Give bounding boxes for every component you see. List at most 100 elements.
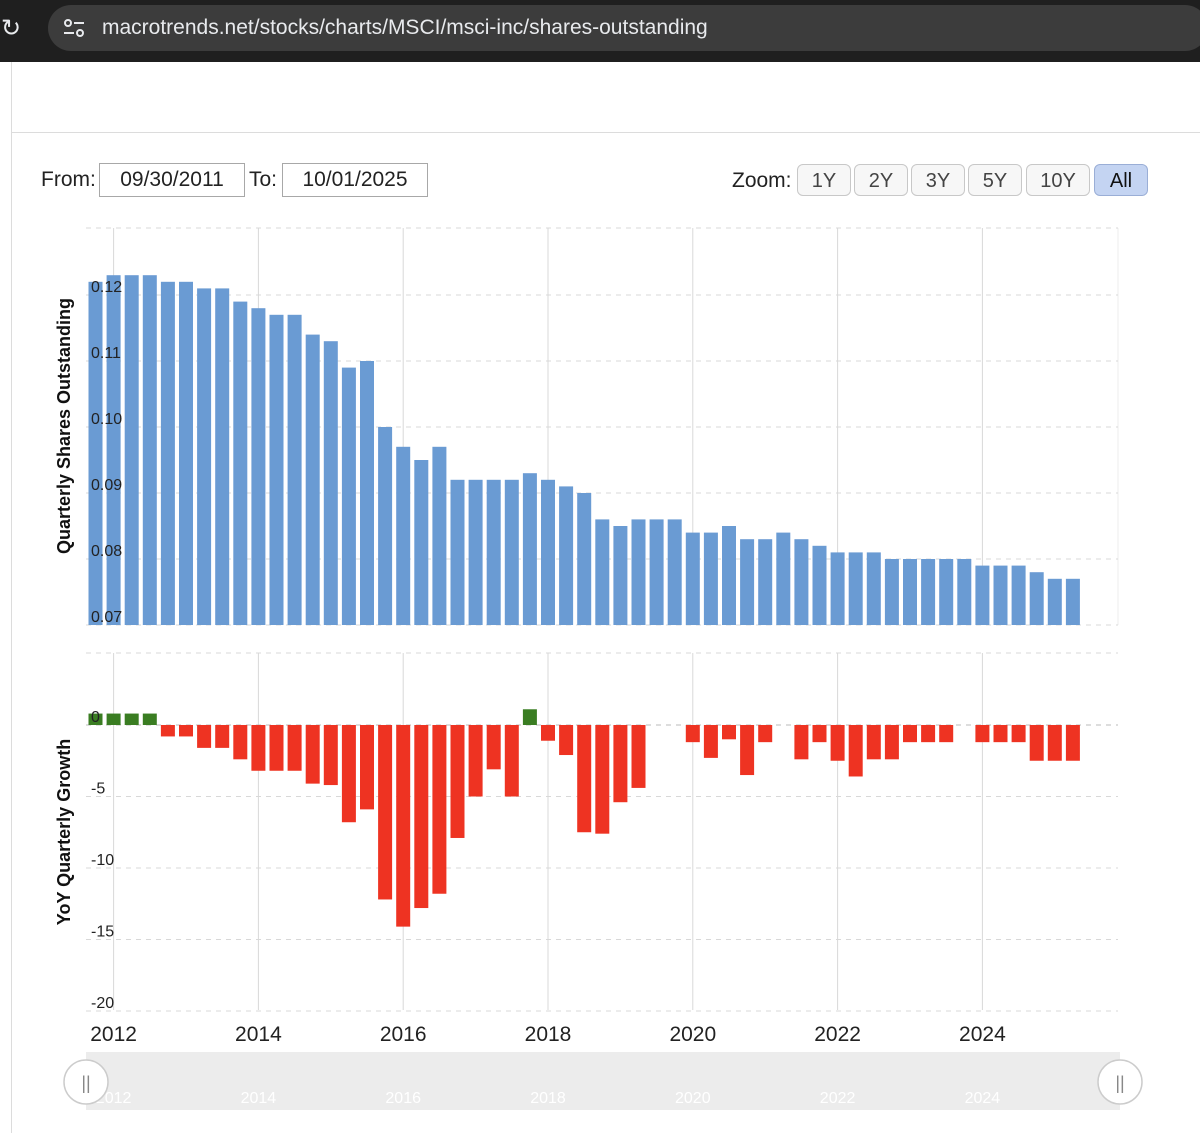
from-date-input[interactable]: 09/30/2011 (99, 163, 245, 197)
navigator-tick-label: 2022 (820, 1090, 856, 1107)
growth-bar (884, 725, 899, 760)
to-date-input[interactable]: 10/01/2025 (282, 163, 428, 197)
shares-bar (504, 479, 519, 625)
growth-bar (1011, 725, 1026, 743)
navigator-right-handle-grip: || (1115, 1073, 1124, 1093)
shares-bar (866, 552, 881, 625)
navigator-right-handle[interactable]: || (1097, 1059, 1143, 1105)
growth-bar (559, 725, 574, 756)
site-settings-icon[interactable] (62, 17, 86, 39)
growth-bar (106, 713, 121, 725)
growth-bar (830, 725, 845, 761)
shares-bar (613, 526, 628, 625)
growth-bar (577, 725, 592, 833)
shares-bar (758, 539, 773, 625)
shares-bars (88, 275, 1080, 625)
growth-bar (486, 725, 501, 770)
growth-bar (414, 725, 429, 909)
shares-bar (106, 275, 121, 625)
shares-y-tick-label: 0.12 (91, 279, 122, 296)
growth-bar (1047, 725, 1062, 761)
growth-bar (215, 725, 230, 748)
zoom-10y-button[interactable]: 10Y (1026, 164, 1090, 196)
navigator-left-handle[interactable]: || (63, 1059, 109, 1105)
navigator-tick-label: 2024 (965, 1090, 1001, 1107)
shares-bar (830, 552, 845, 625)
shares-bar (957, 559, 972, 625)
shares-bar (776, 532, 791, 625)
growth-bar (975, 725, 990, 743)
url-text[interactable]: macrotrends.net/stocks/charts/MSCI/msci-… (102, 16, 708, 39)
shares-bar (269, 314, 284, 625)
growth-bar (903, 725, 917, 743)
to-label: To: (249, 168, 278, 191)
growth-y-tick-label: -10 (91, 852, 114, 869)
x-tick-label: 2016 (380, 1023, 427, 1046)
shares-bar (215, 288, 230, 625)
shares-bar (124, 275, 139, 625)
growth-y-tick-label: -15 (91, 924, 114, 941)
growth-bar (233, 725, 248, 760)
x-tick-label: 2014 (235, 1023, 282, 1046)
shares-bar (541, 479, 555, 625)
growth-bar (993, 725, 1008, 743)
shares-bar (396, 446, 411, 625)
growth-bar (740, 725, 755, 776)
growth-y-axis-title: YoY Quarterly Growth (54, 739, 74, 925)
page-header-area (11, 62, 1200, 133)
growth-bar (848, 725, 863, 777)
zoom-label: Zoom: (732, 169, 792, 192)
growth-y-tick-label: 0 (91, 709, 100, 726)
growth-bar (794, 725, 809, 760)
growth-bar (939, 725, 954, 743)
growth-bar (703, 725, 718, 758)
navigator-left-handle-grip: || (81, 1073, 90, 1093)
shares-bar (921, 559, 936, 625)
navigator-labels: 2012 2014 2016 2018 2020 2022 2024 (96, 1090, 1000, 1107)
zoom-3y-button[interactable]: 3Y (911, 164, 965, 196)
shares-bar (522, 473, 537, 625)
growth-bar (595, 725, 610, 834)
shares-bar (848, 552, 863, 625)
shares-bar (450, 479, 465, 625)
growth-bar (468, 725, 483, 797)
reload-icon[interactable]: ↻ (0, 15, 22, 42)
growth-bar (504, 725, 519, 797)
growth-bar (305, 725, 320, 784)
growth-bar (179, 725, 193, 737)
navigator-tick-label: 2014 (241, 1090, 277, 1107)
growth-bar (541, 725, 555, 741)
growth-bar (341, 725, 356, 823)
shares-bar (360, 361, 374, 625)
chart-panel (11, 133, 1200, 1133)
zoom-2y-button[interactable]: 2Y (854, 164, 908, 196)
zoom-5y-button[interactable]: 5Y (968, 164, 1022, 196)
zoom-1y-button[interactable]: 1Y (797, 164, 851, 196)
shares-bar (577, 493, 592, 625)
growth-bar (124, 713, 139, 725)
growth-bar (432, 725, 447, 894)
growth-bar (722, 725, 736, 740)
shares-bar (1011, 565, 1026, 625)
growth-bar (142, 713, 157, 725)
growth-bar (1065, 725, 1080, 761)
shares-bar (595, 519, 610, 625)
shares-y-tick-label: 0.10 (91, 411, 122, 428)
shares-y-tick-label: 0.09 (91, 477, 122, 494)
shares-bar (378, 427, 393, 625)
growth-bar (613, 725, 628, 803)
shares-bar (667, 519, 682, 625)
growth-y-tick-label: -5 (91, 781, 105, 798)
growth-bar (269, 725, 284, 771)
address-bar[interactable]: macrotrends.net/stocks/charts/MSCI/msci-… (48, 5, 1200, 51)
shares-bar (432, 446, 447, 625)
shares-bar (323, 341, 338, 625)
shares-bar (812, 545, 827, 625)
navigator-track[interactable] (86, 1052, 1120, 1110)
shares-bar (142, 275, 157, 625)
shares-y-axis-title: Quarterly Shares Outstanding (54, 298, 74, 554)
shares-bar (1029, 572, 1044, 625)
zoom-all-button[interactable]: All (1094, 164, 1148, 196)
growth-bar (251, 725, 266, 771)
